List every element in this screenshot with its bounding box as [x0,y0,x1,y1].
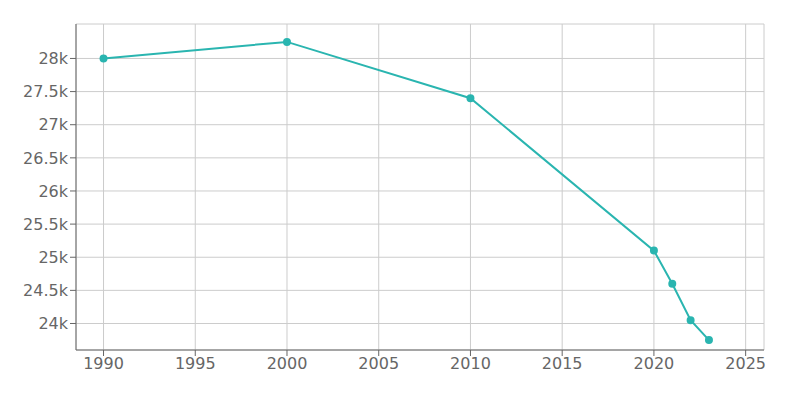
svg-text:1995: 1995 [175,354,216,373]
svg-text:27.5k: 27.5k [23,82,69,101]
svg-text:2020: 2020 [634,354,675,373]
svg-text:27k: 27k [38,115,68,134]
svg-text:2005: 2005 [358,354,399,373]
svg-text:25.5k: 25.5k [23,215,69,234]
svg-text:28k: 28k [38,49,68,68]
svg-text:25k: 25k [38,248,68,267]
svg-text:2025: 2025 [725,354,766,373]
svg-text:26k: 26k [38,182,68,201]
svg-text:24k: 24k [38,314,68,333]
svg-text:2010: 2010 [450,354,491,373]
svg-text:2015: 2015 [542,354,583,373]
svg-text:26.5k: 26.5k [23,149,69,168]
svg-text:24.5k: 24.5k [23,281,69,300]
svg-text:2000: 2000 [267,354,308,373]
svg-text:1990: 1990 [83,354,124,373]
